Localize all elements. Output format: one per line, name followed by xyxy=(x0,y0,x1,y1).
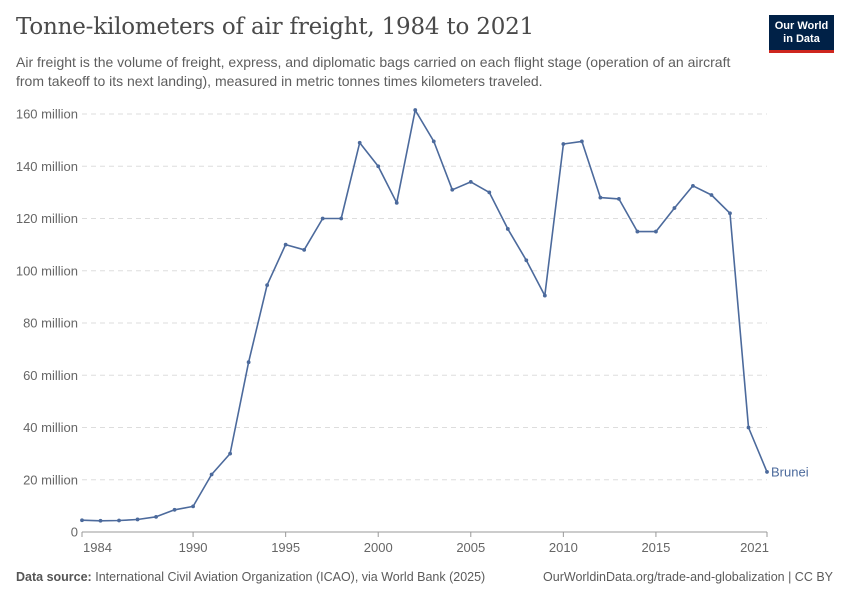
data-point-2000 xyxy=(376,164,381,169)
data-point-1989 xyxy=(172,507,177,512)
data-point-2009 xyxy=(542,293,547,298)
data-point-1987 xyxy=(135,517,140,522)
data-point-1990 xyxy=(191,504,195,509)
owid-logo[interactable]: Our World in Data xyxy=(769,15,834,53)
x-tick-label-7: 2021 xyxy=(740,540,769,555)
logo-line-1: Our World xyxy=(774,20,829,32)
logo-line-2: in Data xyxy=(783,33,820,45)
data-point-2006 xyxy=(487,190,492,195)
x-tick-label-1: 1990 xyxy=(179,540,208,555)
data-point-2013 xyxy=(616,197,621,201)
data-source: Data source: International Civil Aviatio… xyxy=(16,570,485,584)
data-point-2008 xyxy=(524,258,529,263)
data-point-2016 xyxy=(672,206,677,210)
y-tick-label-0: 0 xyxy=(71,525,78,540)
series-line-0 xyxy=(81,109,768,522)
y-tick-label-6: 120 million xyxy=(16,211,78,226)
data-point-2004 xyxy=(450,187,455,192)
y-tick-label-4: 80 million xyxy=(23,316,78,331)
data-point-2011 xyxy=(579,139,584,144)
footer-url[interactable]: OurWorldinData.org/trade-and-globalizati… xyxy=(543,570,833,584)
data-point-1999 xyxy=(357,140,362,145)
x-tick-label-3: 2000 xyxy=(364,540,393,555)
x-tick-label-5: 2010 xyxy=(549,540,578,555)
data-point-1996 xyxy=(302,247,307,252)
data-point-2007 xyxy=(505,227,510,231)
data-point-2003 xyxy=(431,139,436,144)
data-point-2010 xyxy=(561,142,566,146)
data-point-1984 xyxy=(80,518,84,523)
data-point-1988 xyxy=(154,514,158,519)
data-point-1994 xyxy=(265,283,270,288)
chart-title: Tonne-kilometers of air freight, 1984 to… xyxy=(16,14,534,40)
y-tick-label-2: 40 million xyxy=(23,420,78,435)
y-tick-label-1: 20 million xyxy=(23,472,78,487)
data-point-2019 xyxy=(728,211,732,216)
data-point-1993 xyxy=(246,360,251,365)
y-tick-label-7: 140 million xyxy=(16,159,78,174)
data-point-1991 xyxy=(209,472,214,477)
data-source-text[interactable]: International Civil Aviation Organizatio… xyxy=(95,570,486,584)
x-tick-label-4: 2005 xyxy=(456,540,485,555)
data-point-2018 xyxy=(709,193,714,197)
data-point-1998 xyxy=(339,216,344,221)
x-tick-label-0: 1984 xyxy=(83,540,112,555)
y-tick-label-8: 160 million xyxy=(16,107,78,122)
x-tick-label-6: 2015 xyxy=(641,540,670,555)
data-point-1997 xyxy=(320,216,325,221)
data-point-1995 xyxy=(283,242,288,247)
data-point-1986 xyxy=(117,518,121,523)
data-point-2015 xyxy=(654,229,658,234)
data-point-2002 xyxy=(413,108,418,112)
y-tick-label-3: 60 million xyxy=(23,368,78,383)
line-chart: 0 20 million 40 million 60 million 80 millio… xyxy=(16,107,809,556)
data-point-2014 xyxy=(635,229,640,234)
data-point-2017 xyxy=(691,183,695,188)
data-source-label: Data source: xyxy=(16,570,92,584)
data-point-2005 xyxy=(468,180,473,184)
chart-subtitle: Air freight is the volume of freight, ex… xyxy=(16,54,731,89)
data-point-1985 xyxy=(98,518,103,523)
series-label-0: Brunei xyxy=(771,464,809,479)
data-point-2021 xyxy=(765,470,769,474)
data-point-1992 xyxy=(228,451,233,456)
x-tick-label-2: 1995 xyxy=(271,540,300,555)
data-point-2012 xyxy=(598,195,603,200)
data-point-2001 xyxy=(394,200,399,205)
data-point-2020 xyxy=(746,425,751,430)
y-tick-label-5: 100 million xyxy=(16,263,78,278)
